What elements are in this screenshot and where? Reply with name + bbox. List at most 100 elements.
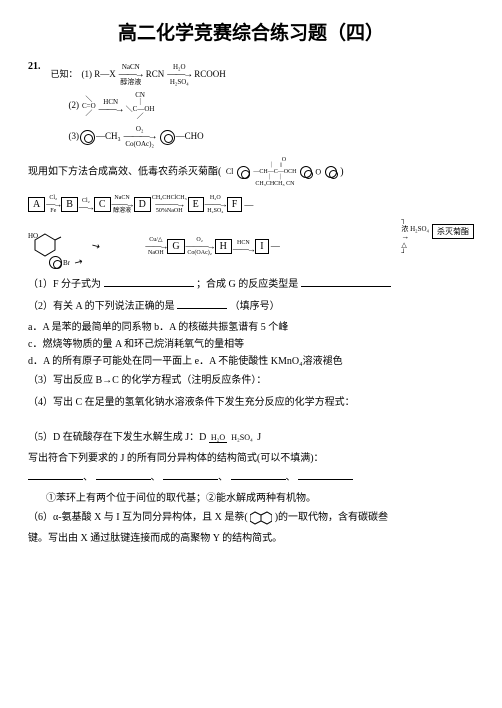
q5-conditions: ①苯环上有两个位于间位的取代基；②能水解成两种有机物。	[46, 489, 474, 504]
desc-text: 现用如下方法合成高效、低毒农药杀灭菊酯(	[28, 166, 221, 177]
intro-text: 已知：	[51, 68, 78, 82]
frac-bot: H₂SO₄	[229, 433, 255, 442]
line-right: —	[271, 241, 280, 251]
r2-prefix: (2)	[69, 99, 80, 113]
reagent: NaOH	[148, 250, 164, 256]
box-e: E	[188, 197, 204, 212]
sub-q-2: （2）有关 A 的下列说法正确的是 （填序号）	[28, 299, 474, 315]
flow-row-1: A Cl₂—→Fe B Cl₂—→ C NaCN——→醇溶液 D CH₃CHCl…	[28, 195, 474, 214]
reaction-2: (2) ＼C=O／ HCN ——→ CN ｜ ＼C—OH ／	[69, 92, 475, 120]
bracket-icon: ┐ 浓 H₂SO₄ → △ ┘	[401, 216, 429, 246]
reagent: Co(OAc)₂	[187, 250, 211, 256]
q2-text: （2）有关 A 的下列说法正确的是	[28, 301, 175, 312]
q1-text: （1）F 分子式为	[28, 279, 101, 290]
reagent: 醇溶液	[113, 208, 131, 214]
sub-q-4: （4）写出 C 在足量的氢氧化钠水溶液条件下发生充分反应的化学方程式：	[28, 395, 474, 411]
blank-line	[177, 308, 227, 309]
fraction-condition: H₂O H₂SO₄	[209, 434, 255, 442]
reaction-3: (3) —CH₃ O₂ ———→ Co(OAc)₂ —CHO	[69, 126, 475, 148]
reaction-1: 已知： (1) R—X NaCN ——→ 醇溶液 RCN H₂O ——→ H₂S…	[51, 64, 475, 86]
q1-mid: ；合成 G 的反应类型是	[196, 279, 298, 290]
tri-heat: △	[401, 241, 429, 249]
box-b: B	[61, 197, 78, 212]
blank-line	[96, 479, 151, 480]
sub-q-6: （6）α-氨基酸 X 与 I 互为同分异构体，且 X 是萘( )的一取代物，含有…	[28, 510, 474, 526]
paren-close: )	[340, 166, 343, 177]
q5-pre: （5）D 在硫酸存在下发生水解生成 J：D	[28, 432, 206, 443]
struct-start: ＼C=O／	[82, 96, 96, 117]
diag-arrow-icon: ↗	[72, 256, 85, 270]
spacer	[28, 414, 474, 424]
q2-end: （填序号）	[230, 301, 280, 312]
option-ab: a．A 是苯的最简单的同系物 b．A 的核磁共振氢谱有 5 个峰	[28, 318, 474, 333]
arrow-icon: Cl₂—→	[79, 198, 93, 211]
arrow-icon: H₂O ——→ H₂SO₄	[167, 64, 191, 86]
reagent-bot: 醇溶液	[120, 79, 141, 86]
box-f: F	[227, 197, 243, 212]
box-i: I	[255, 239, 269, 254]
benzene-icon	[237, 166, 250, 179]
naphthalene-icon	[250, 511, 272, 525]
benzene-icon	[300, 166, 312, 178]
blank-line	[28, 479, 83, 480]
cl-label: Cl	[226, 167, 234, 176]
benzene-icon	[325, 166, 337, 178]
reagent-bot: H₂SO₄	[170, 79, 189, 86]
reagent-bot: Co(OAc)₂	[125, 141, 154, 148]
blank-row: 、 、 、 、	[28, 468, 474, 483]
arrow-icon: O₂———→Co(OAc)₂	[186, 237, 214, 256]
question-number: 21.	[28, 61, 41, 72]
br-label: Br	[63, 259, 70, 267]
reagent: 50%NaOH	[156, 208, 183, 214]
page-title: 高二化学竞赛综合练习题（四）	[28, 18, 474, 45]
question-content: 已知： (1) R—X NaCN ——→ 醇溶液 RCN H₂O ——→ H₂S…	[51, 61, 475, 151]
benzene-icon	[160, 130, 175, 145]
blank-line	[231, 479, 286, 480]
arrow-icon: NaCN——→醇溶液	[112, 195, 133, 214]
sub2: CN	[286, 181, 294, 187]
q6-b: )的一取代物，含有碳碳叁	[275, 512, 388, 523]
flow-diagram: A Cl₂—→Fe B Cl₂—→ C NaCN——→醇溶液 D CH₃CHCl…	[28, 195, 474, 269]
diag-arrow-icon: ↘	[90, 239, 103, 253]
frac-top: H₂O	[209, 433, 227, 443]
sub-q-3: （3）写出反应 B→C 的化学方程式（注明反应条件）：	[28, 373, 474, 389]
benzene-icon	[49, 256, 62, 269]
arrow-icon: CH₃CHClCH₃———→50%NaOH	[152, 195, 187, 214]
arrow-icon: H₂O——→H₂SO₄	[205, 195, 226, 214]
arrow-icon: HCN——→	[233, 240, 254, 253]
arrow-icon: NaCN ——→ 醇溶液	[119, 64, 143, 86]
arrow-icon: HCN ——→	[99, 99, 123, 114]
arrow-icon: O₂ ———→ Co(OAc)₂	[124, 126, 156, 148]
struct-end: CN ｜ ＼C—OH ／	[126, 92, 155, 120]
r3-end: —CHO	[176, 130, 204, 144]
blank-line	[104, 286, 194, 287]
box-g: G	[167, 239, 184, 254]
box-h: H	[215, 239, 232, 254]
flow-row-3: Br ↗	[48, 256, 474, 269]
line-right: —	[244, 200, 253, 210]
sub-q-5: （5）D 在硫酸存在下发生水解生成 J：D H₂O H₂SO₄ J	[28, 430, 474, 446]
question-row: 21. 已知： (1) R—X NaCN ——→ 醇溶液 RCN H₂O ——→…	[28, 61, 474, 151]
arrow-icon: Cl₂—→Fe	[46, 195, 60, 214]
svg-text:HO: HO	[28, 232, 38, 240]
reagent: H₂SO₄	[207, 208, 223, 214]
box-d: D	[134, 197, 151, 212]
reagent: Fe	[50, 208, 56, 214]
box-product: 杀灭菊酯	[432, 224, 474, 239]
r1-end: RCOOH	[194, 68, 226, 82]
arrow-sym: ——→	[99, 106, 123, 114]
box-a: A	[28, 197, 45, 212]
box-c: C	[94, 197, 111, 212]
r3-sub: —CH₃	[96, 130, 121, 144]
o-link: O	[315, 167, 321, 176]
sub-q-1: （1）F 分子式为 ；合成 G 的反应类型是	[28, 277, 474, 293]
blank-line	[298, 479, 353, 480]
arrow-icon: Cu/△——→NaOH	[145, 237, 166, 256]
o-label: O	[282, 157, 286, 163]
r3-prefix: (3)	[69, 130, 80, 144]
r1-mid: RCN	[146, 68, 165, 82]
r1-prefix: (1) R—X	[82, 68, 116, 82]
benzene-icon	[80, 130, 95, 145]
description: 现用如下方法合成高效、低毒农药杀灭菊酯( Cl O ｜ ‖ —CH—C—OCH …	[28, 157, 474, 187]
q5-end: J	[257, 432, 261, 443]
